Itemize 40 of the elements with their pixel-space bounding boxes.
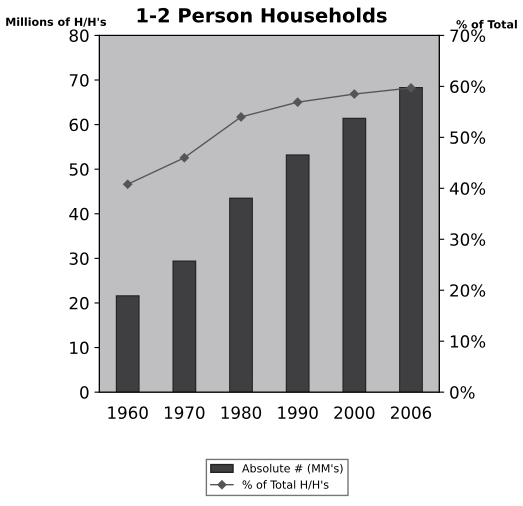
y-tick-label: 10 — [70, 342, 89, 354]
y-tick-label: 80 — [70, 29, 89, 42]
bar — [172, 260, 196, 392]
x-tick-label: 1980 — [222, 406, 262, 419]
point — [180, 153, 189, 162]
y2-tick-label: 40% — [450, 182, 486, 195]
point — [406, 83, 416, 93]
y-tick-label: 30 — [70, 252, 89, 265]
point — [350, 89, 359, 99]
legend-label: % of Total H/H's — [242, 480, 328, 490]
point — [236, 112, 246, 122]
point — [123, 180, 132, 189]
y2-axis-title: % of Total — [456, 20, 517, 29]
legend-label: Absolute # (MM's) — [242, 464, 343, 474]
y2-tick-label: 50% — [450, 131, 486, 144]
x-tick-label: 1970 — [164, 406, 204, 419]
y2-tick-label: 10% — [450, 335, 486, 348]
y-tick-label: 60 — [70, 118, 89, 132]
x-tick-label: 1960 — [108, 406, 148, 419]
y2-tick-label: 20% — [450, 284, 486, 297]
point — [293, 98, 302, 107]
y2-tick-label: 0% — [450, 386, 475, 399]
bar — [399, 87, 423, 392]
bar — [229, 198, 253, 392]
x-tick-label: 2006 — [391, 406, 432, 419]
y-tick-label: 50 — [70, 163, 89, 176]
bar — [116, 295, 140, 392]
y2-tick-label: 30% — [450, 233, 486, 246]
y-tick-label: 40 — [69, 208, 89, 220]
y-tick-label: 0 — [80, 386, 89, 399]
x-tick-label: 1990 — [278, 406, 318, 419]
y2-tick-label: 60% — [450, 80, 486, 93]
y-axis-title: Millions of H/H's — [6, 17, 106, 27]
y-tick-label: 20 — [70, 296, 89, 310]
x-tick-label: 2000 — [334, 406, 374, 419]
bar — [286, 154, 310, 392]
chart-title: 1-2 Person Households — [138, 8, 387, 23]
y-tick-label: 70 — [70, 74, 89, 87]
bar — [342, 118, 366, 392]
y2-tick-label: 70% — [450, 29, 486, 42]
